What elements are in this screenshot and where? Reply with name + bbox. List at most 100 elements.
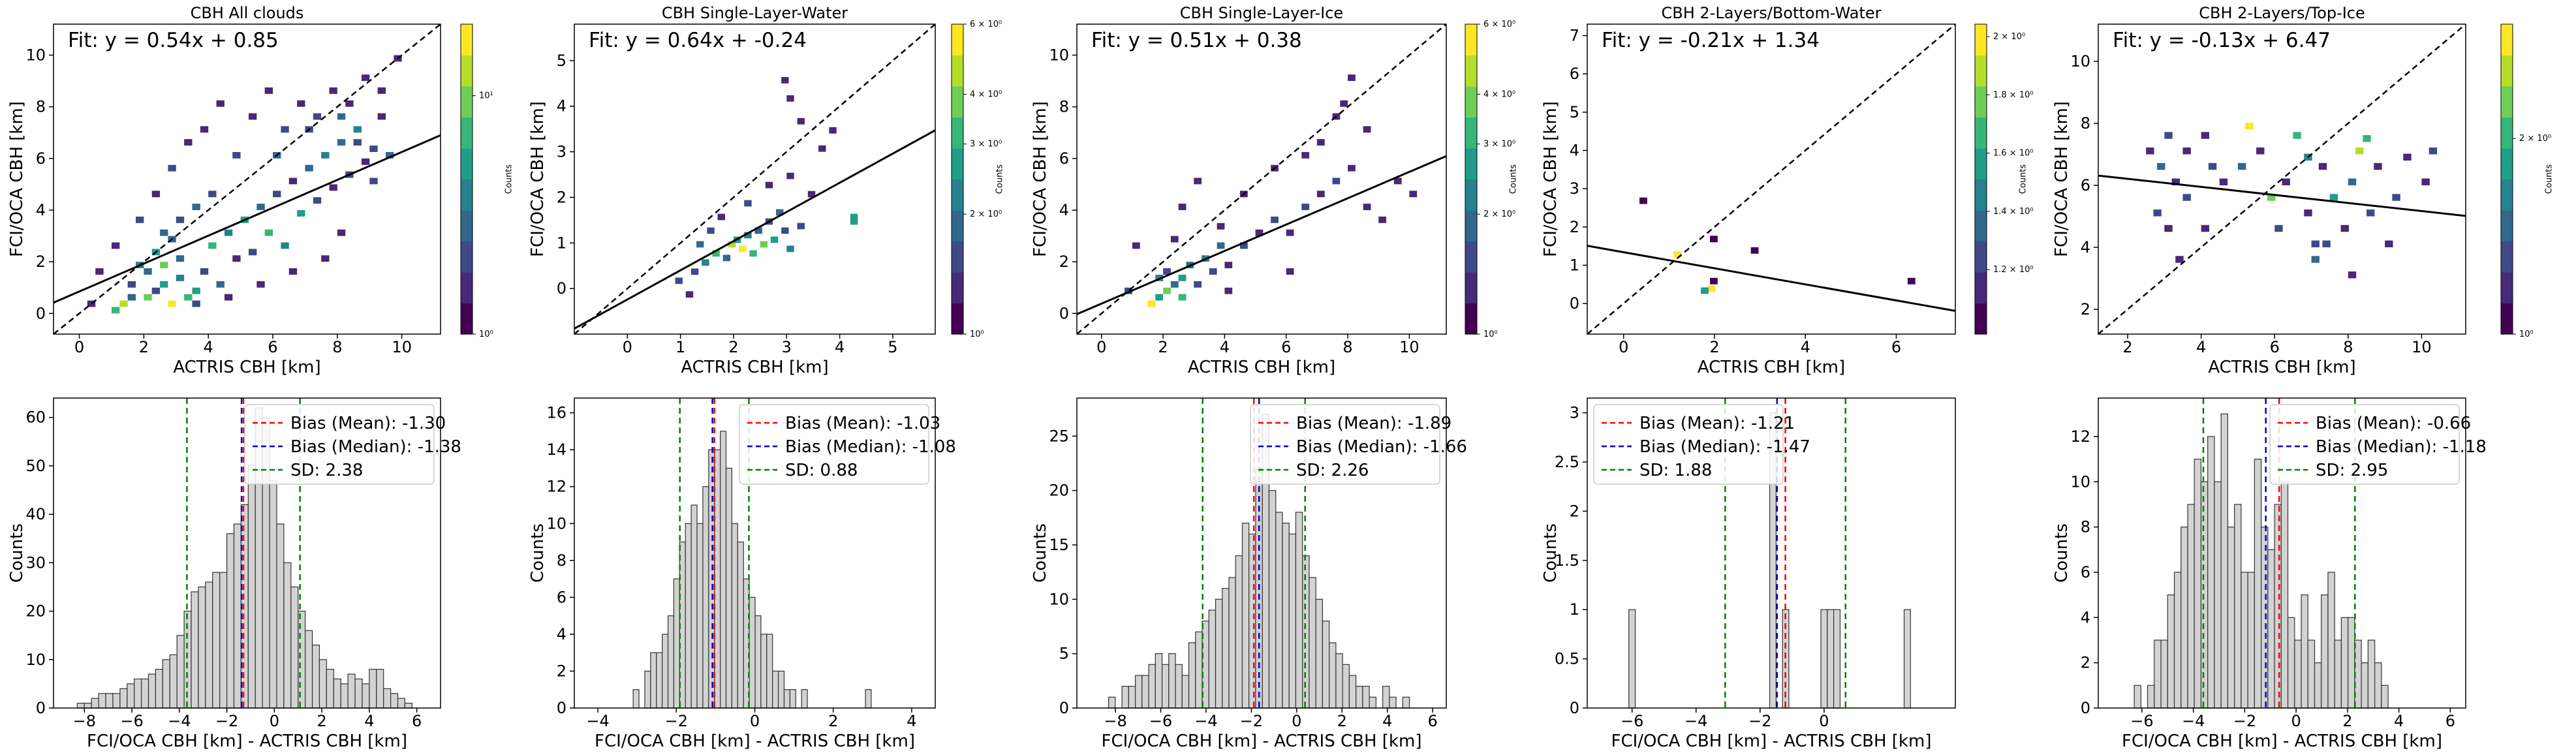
colorbar-segment bbox=[461, 292, 473, 299]
colorbar-segment bbox=[1465, 50, 1477, 56]
colorbar-segment bbox=[952, 282, 963, 288]
x-axis-label: FCI/OCA CBH [km] - ACTRIS CBH [km] bbox=[1102, 732, 1422, 751]
x-tick-label: −2 bbox=[2233, 712, 2256, 730]
histogram-bar bbox=[1175, 664, 1183, 709]
histogram-bar bbox=[91, 698, 99, 709]
histogram-bar bbox=[383, 688, 392, 709]
fit-line bbox=[574, 129, 935, 330]
histogram-bar bbox=[362, 683, 370, 709]
colorbar-segment bbox=[1975, 272, 1987, 278]
heatmap-cell bbox=[329, 184, 337, 191]
colorbar-segment bbox=[952, 220, 963, 226]
colorbar-segment bbox=[1975, 101, 1987, 108]
heatmap-cell bbox=[2157, 162, 2165, 170]
colorbar-segment bbox=[1465, 39, 1477, 46]
y-tick-label: 6 bbox=[1059, 149, 1069, 168]
colorbar-tick-label: 10⁰ bbox=[970, 330, 984, 339]
x-tick-label: 0 bbox=[2291, 712, 2301, 730]
colorbar-segment bbox=[2501, 96, 2513, 102]
heatmap-cell bbox=[1750, 247, 1759, 254]
heatmap-cell bbox=[749, 250, 757, 257]
identity-line bbox=[1587, 24, 1955, 334]
x-axis-label: FCI/OCA CBH [km] - ACTRIS CBH [km] bbox=[595, 732, 915, 751]
plot-frame bbox=[2098, 397, 2466, 709]
histogram-bar bbox=[305, 630, 313, 709]
y-tick-label: 5 bbox=[557, 52, 566, 70]
heatmap-cell bbox=[2329, 194, 2338, 201]
colorbar-segment bbox=[952, 24, 963, 30]
y-tick-label: 10 bbox=[25, 46, 46, 65]
histogram-panel-5: −6 −4 −2 0 2 4 6 0 2 4 6 8 10 12 FCI/OCA CBH [km] - AC… bbox=[2052, 397, 2487, 751]
heatmap-cell bbox=[2304, 209, 2312, 217]
y-tick-label: 4 bbox=[1059, 201, 1069, 219]
colorbar-tick-label: 10¹ bbox=[479, 91, 493, 101]
histogram-bar bbox=[1335, 653, 1343, 709]
histogram-bar bbox=[269, 480, 277, 709]
plot-area bbox=[1587, 24, 1955, 334]
x-tick-label: 0 bbox=[1292, 712, 1301, 730]
colorbar-segment bbox=[2501, 246, 2513, 252]
colorbar-segment bbox=[461, 148, 473, 154]
heatmap-cell bbox=[2219, 178, 2228, 185]
y-tick-label: 4 bbox=[557, 97, 566, 116]
heatmap-cell bbox=[1707, 285, 1716, 292]
colorbar-segment bbox=[1465, 215, 1477, 221]
legend-entry-median: Bias (Median): -1.18 bbox=[2316, 437, 2487, 457]
colorbar-segment bbox=[1465, 138, 1477, 144]
y-axis-label: Counts bbox=[528, 523, 548, 583]
colorbar-frame bbox=[460, 23, 473, 335]
fit-equation: Fit: y = 0.54x + 0.85 bbox=[68, 29, 279, 52]
colorbar-segment bbox=[461, 282, 473, 288]
histogram-bar bbox=[1141, 675, 1149, 709]
colorbar-segment bbox=[461, 101, 473, 108]
x-axis-label: ACTRIS CBH [km] bbox=[173, 358, 320, 377]
histogram-bar bbox=[1168, 653, 1176, 709]
y-tick-label: 3 bbox=[557, 143, 566, 161]
colorbar-segment bbox=[952, 153, 963, 159]
y-tick-label: 1 bbox=[1570, 256, 1579, 274]
colorbar-segment bbox=[2501, 236, 2513, 242]
colorbar-segment bbox=[952, 168, 963, 175]
y-tick-label: 4 bbox=[557, 625, 566, 643]
heatmap-cell bbox=[781, 227, 789, 234]
colorbar-segment bbox=[461, 287, 473, 294]
colorbar-segment bbox=[461, 81, 473, 87]
heatmap-cell bbox=[1348, 164, 1356, 172]
colorbar-segment bbox=[2501, 168, 2513, 175]
colorbar-segment bbox=[952, 91, 963, 97]
histogram-bar bbox=[720, 431, 727, 709]
colorbar-segment bbox=[1975, 241, 1987, 247]
y-tick-label: 60 bbox=[25, 408, 46, 427]
x-axis-label: ACTRIS CBH [km] bbox=[2208, 358, 2355, 377]
heatmap-cell bbox=[377, 87, 386, 94]
scatter-panel-5: 2 4 6 8 10 2 4 6 8 10 CBH 2-Layers/Top-Ice Fit: y =… bbox=[2052, 4, 2554, 377]
colorbar-segment bbox=[461, 308, 473, 314]
colorbar-segment bbox=[1465, 60, 1477, 66]
heatmap-cell bbox=[2201, 224, 2210, 232]
colorbar-segment bbox=[1465, 24, 1477, 30]
heatmap-cell bbox=[1178, 294, 1187, 301]
colorbar-segment bbox=[1975, 76, 1987, 82]
fit-equation: Fit: y = 0.51x + 0.38 bbox=[1091, 29, 1302, 52]
heatmap-cell bbox=[1710, 236, 1718, 243]
heatmap-cell bbox=[781, 77, 789, 84]
heatmap-cell bbox=[200, 126, 209, 133]
colorbar-segment bbox=[1975, 44, 1987, 51]
colorbar-segment bbox=[461, 318, 473, 324]
heatmap-cell bbox=[2340, 224, 2349, 232]
plot-area bbox=[54, 24, 441, 334]
heatmap-cell bbox=[1286, 268, 1294, 275]
colorbar-segment bbox=[1975, 138, 1987, 144]
y-tick-label: 8 bbox=[2081, 114, 2090, 132]
heatmap-cell bbox=[850, 213, 858, 221]
plot-frame bbox=[53, 23, 441, 335]
y-tick-label: 12 bbox=[546, 478, 566, 496]
fit-equation: Fit: y = 0.64x + -0.24 bbox=[589, 29, 807, 52]
x-tick-label: 2 bbox=[1158, 338, 1168, 356]
y-tick-label: 3 bbox=[1570, 404, 1579, 422]
x-tick-label: 0 bbox=[1819, 712, 1829, 730]
colorbar-segment bbox=[2501, 174, 2513, 180]
histogram-bar bbox=[1108, 696, 1116, 709]
colorbar-segment bbox=[2501, 324, 2513, 330]
histogram-bar bbox=[2340, 617, 2349, 709]
